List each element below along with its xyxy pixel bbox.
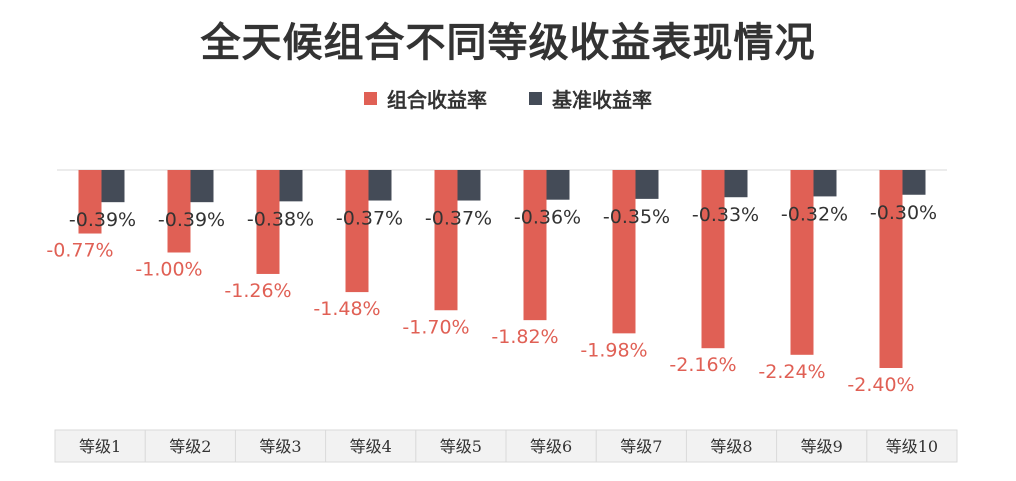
data-label-portfolio: -1.26% <box>224 280 291 302</box>
bar-benchmark <box>813 170 837 197</box>
legend-item-benchmark: 基准收益率 <box>529 84 652 113</box>
x-tick-label: 等级6 <box>530 437 572 456</box>
bar-portfolio <box>612 170 636 334</box>
bar-benchmark <box>902 170 926 195</box>
bar-benchmark <box>724 170 748 198</box>
data-label-benchmark: -0.37% <box>425 208 492 230</box>
bar-benchmark <box>101 170 125 203</box>
x-tick-label: 等级10 <box>886 437 938 456</box>
data-label-portfolio: -1.82% <box>491 326 558 348</box>
legend-swatch-benchmark <box>529 92 542 105</box>
chart-legend: 组合收益率 基准收益率 <box>0 84 1016 113</box>
data-label-portfolio: -1.00% <box>135 259 202 281</box>
data-label-benchmark: -0.35% <box>603 206 670 228</box>
x-tick-label: 等级3 <box>259 437 301 456</box>
bar-portfolio <box>523 170 547 321</box>
data-label-benchmark: -0.32% <box>781 203 848 225</box>
bar-benchmark <box>546 170 570 200</box>
data-label-portfolio: -1.48% <box>313 298 380 320</box>
x-tick-label: 等级1 <box>79 437 121 456</box>
bar-benchmark <box>190 170 214 203</box>
data-label-benchmark: -0.33% <box>692 204 759 226</box>
legend-swatch-portfolio <box>364 92 377 105</box>
x-tick-label: 等级9 <box>801 437 843 456</box>
data-label-benchmark: -0.37% <box>336 208 403 230</box>
data-label-portfolio: -0.77% <box>46 240 113 262</box>
data-label-benchmark: -0.39% <box>158 209 225 231</box>
bar-portfolio <box>167 170 191 253</box>
bar-benchmark <box>635 170 659 199</box>
x-tick-label: 等级7 <box>620 437 662 456</box>
x-tick-label: 等级2 <box>169 437 211 456</box>
bar-benchmark <box>279 170 303 202</box>
bar-benchmark <box>368 170 392 201</box>
data-label-benchmark: -0.30% <box>870 202 937 224</box>
data-label-benchmark: -0.38% <box>247 208 314 230</box>
chart-title: 全天候组合不同等级收益表现情况 <box>200 20 816 66</box>
data-label-portfolio: -2.16% <box>669 354 736 376</box>
bar-portfolio <box>434 170 458 311</box>
data-label-portfolio: -1.98% <box>580 339 647 361</box>
bar-benchmark <box>457 170 481 201</box>
data-label-portfolio: -2.24% <box>758 361 825 383</box>
data-label-benchmark: -0.36% <box>514 207 581 229</box>
data-label-portfolio: -1.70% <box>402 316 469 338</box>
data-label-portfolio: -2.40% <box>847 374 914 396</box>
legend-label-benchmark: 基准收益率 <box>552 88 652 112</box>
legend-label-portfolio: 组合收益率 <box>387 88 487 112</box>
bar-portfolio <box>256 170 280 274</box>
data-label-benchmark: -0.39% <box>69 209 136 231</box>
bar-portfolio <box>345 170 369 293</box>
bar-portfolio <box>701 170 725 349</box>
x-tick-label: 等级5 <box>440 437 482 456</box>
x-tick-label: 等级8 <box>710 437 752 456</box>
legend-item-portfolio: 组合收益率 <box>364 84 487 113</box>
bar-portfolio <box>879 170 903 368</box>
bar-portfolio <box>78 170 102 234</box>
bar-portfolio <box>790 170 814 355</box>
x-tick-label: 等级4 <box>350 437 392 456</box>
